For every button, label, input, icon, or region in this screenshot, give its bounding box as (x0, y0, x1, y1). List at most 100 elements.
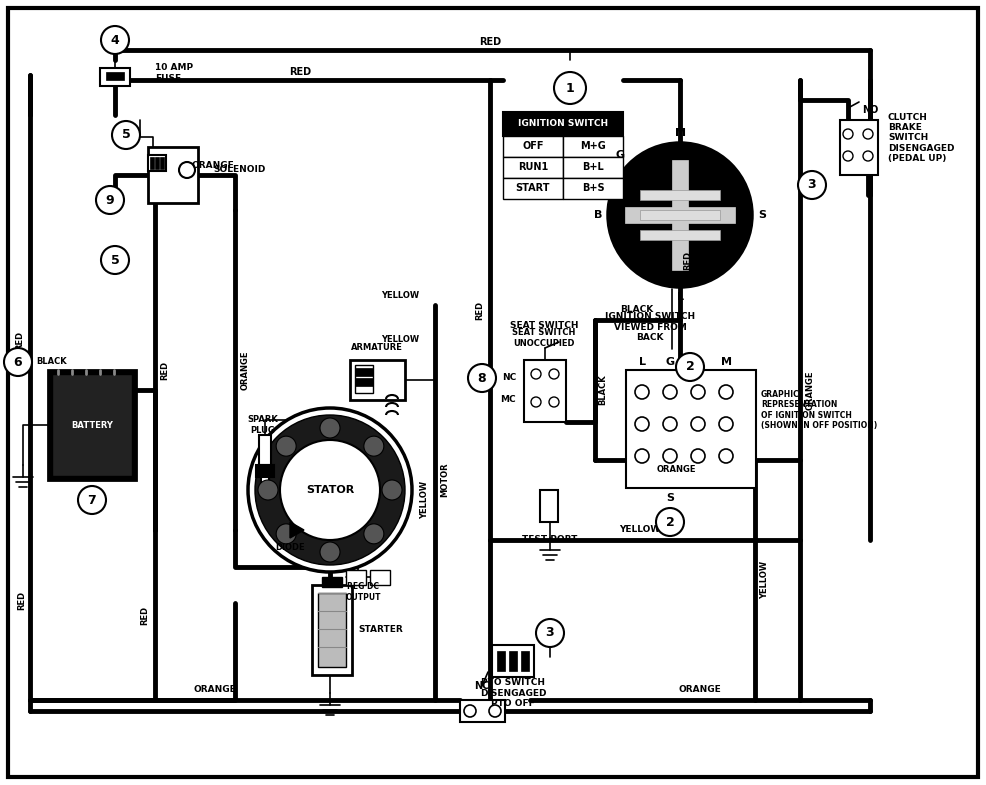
Text: 8: 8 (477, 371, 486, 385)
Circle shape (656, 508, 684, 536)
Text: L: L (676, 292, 683, 302)
Bar (503, 178, 563, 199)
Circle shape (112, 121, 140, 149)
Bar (524, 360, 566, 422)
Circle shape (635, 385, 649, 399)
Circle shape (843, 151, 853, 161)
Text: BLACK: BLACK (599, 374, 607, 405)
Bar (563, 178, 623, 199)
Bar (625, 207, 735, 223)
Text: SOLENOID: SOLENOID (213, 166, 265, 174)
Text: NC: NC (502, 374, 516, 382)
Text: GRAPHIC
REPRESENTATION
OF IGNITION SWITCH
(SHOWN IN OFF POSITION): GRAPHIC REPRESENTATION OF IGNITION SWITC… (761, 390, 878, 430)
Bar (52, 374, 132, 476)
Circle shape (248, 408, 412, 572)
Text: M: M (721, 357, 732, 367)
Text: BLACK: BLACK (36, 357, 67, 367)
Bar (640, 190, 720, 200)
Circle shape (364, 436, 384, 456)
Bar (355, 365, 373, 393)
Text: TEST PORT: TEST PORT (523, 535, 578, 545)
Text: 9: 9 (106, 193, 114, 206)
Circle shape (101, 246, 129, 274)
Circle shape (364, 524, 384, 544)
Bar (106, 72, 124, 80)
Circle shape (4, 348, 32, 376)
Circle shape (468, 364, 496, 392)
Text: 6: 6 (14, 356, 23, 368)
Circle shape (276, 436, 296, 456)
Circle shape (320, 418, 340, 438)
Bar (503, 136, 563, 157)
Circle shape (676, 353, 704, 381)
Bar (563, 157, 623, 178)
Bar (100, 68, 130, 86)
Text: STATOR: STATOR (306, 485, 354, 495)
Bar (540, 490, 558, 522)
Bar (261, 477, 269, 492)
Text: 2: 2 (666, 516, 674, 528)
Text: B: B (694, 357, 702, 367)
Circle shape (276, 524, 296, 544)
Bar (640, 210, 720, 220)
Circle shape (536, 619, 564, 647)
Bar (370, 570, 390, 585)
Text: S: S (758, 210, 766, 220)
Circle shape (663, 417, 677, 431)
Circle shape (719, 417, 733, 431)
Text: 4: 4 (110, 34, 119, 46)
Bar (350, 360, 405, 400)
Bar (256, 465, 274, 477)
Text: ARMATURE: ARMATURE (351, 344, 403, 352)
Bar (48, 370, 136, 480)
Text: 7: 7 (88, 494, 97, 506)
Text: MC: MC (500, 396, 516, 404)
Text: ORANGE: ORANGE (191, 160, 235, 170)
Circle shape (863, 129, 873, 139)
Bar (148, 147, 198, 203)
Bar (346, 570, 366, 585)
Circle shape (258, 480, 278, 500)
Text: B+S: B+S (582, 183, 604, 193)
Circle shape (179, 162, 195, 178)
Bar (355, 368, 373, 376)
Text: RED: RED (161, 360, 170, 380)
Circle shape (101, 26, 129, 54)
Circle shape (719, 385, 733, 399)
Text: ORANGE: ORANGE (241, 350, 249, 389)
Bar (563, 136, 623, 157)
Circle shape (489, 705, 501, 717)
Circle shape (691, 449, 705, 463)
Circle shape (531, 369, 541, 379)
Text: L: L (639, 357, 646, 367)
Text: YELLOW: YELLOW (619, 525, 661, 535)
Text: RED: RED (289, 67, 311, 77)
Bar (322, 577, 342, 587)
Text: RUN1: RUN1 (518, 162, 548, 172)
Polygon shape (290, 522, 304, 538)
Circle shape (255, 415, 405, 565)
Circle shape (663, 385, 677, 399)
Bar (672, 160, 688, 270)
Bar (640, 230, 720, 240)
Bar (503, 157, 563, 178)
Text: BLACK: BLACK (620, 305, 654, 315)
Text: DIODE: DIODE (275, 543, 305, 553)
Circle shape (691, 417, 705, 431)
Text: YELLOW: YELLOW (420, 481, 430, 519)
Bar (497, 651, 505, 671)
Circle shape (635, 449, 649, 463)
Text: G: G (666, 357, 674, 367)
Text: M: M (674, 128, 685, 138)
Circle shape (663, 449, 677, 463)
Circle shape (78, 486, 106, 514)
Bar (318, 593, 346, 667)
Text: RED: RED (18, 590, 27, 610)
Text: STARTER: STARTER (358, 626, 402, 634)
Text: 10 AMP
FUSE: 10 AMP FUSE (155, 64, 193, 82)
Text: SEAT SWITCH
UNOCCUPIED: SEAT SWITCH UNOCCUPIED (513, 328, 576, 348)
Circle shape (719, 449, 733, 463)
Bar (492, 645, 534, 677)
Text: B+L: B+L (582, 162, 603, 172)
Text: START: START (516, 183, 550, 193)
